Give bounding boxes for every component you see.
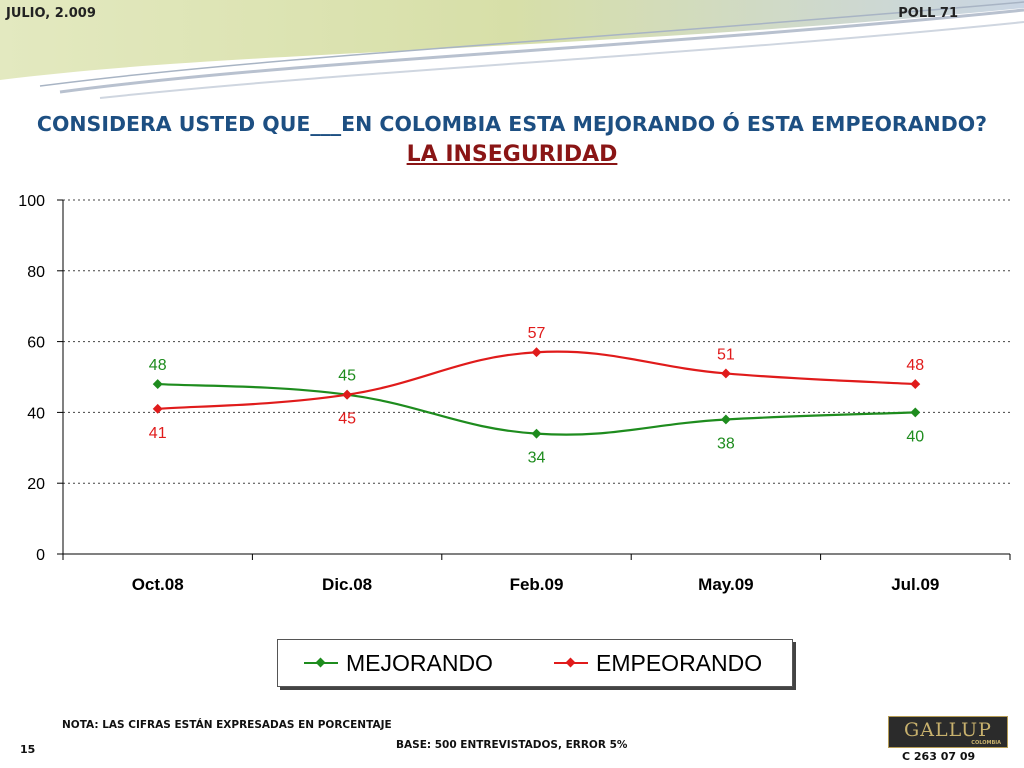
data-label: 48: [149, 357, 167, 374]
data-label: 38: [717, 435, 735, 452]
question-subject: LA INSEGURIDAD: [406, 142, 618, 167]
header-swoosh-decoration: [0, 0, 1024, 99]
document-code: C 263 07 09: [902, 750, 976, 763]
gallup-logo: GALLUP COLOMBIA: [888, 716, 1008, 748]
legend-label-mejorando: MEJORANDO: [346, 649, 493, 676]
y-tick-label: 60: [27, 335, 45, 352]
x-tick-label: Jul.09: [891, 575, 939, 594]
line-chart: 0 20 40 60 80 100 Oct.08 Dic.08 Feb.09 May.09 Jul.…: [18, 193, 1011, 594]
data-label: 45: [338, 411, 356, 428]
y-tick-label: 0: [36, 547, 45, 564]
series-line-empeorando: [157, 350, 916, 410]
data-point: [910, 407, 921, 418]
x-tick-label: Oct.08: [132, 575, 184, 594]
data-point: [531, 428, 542, 439]
legend-item-mejorando: MEJORANDO: [304, 640, 493, 686]
data-label: 48: [906, 357, 924, 374]
footnote: NOTA: LAS CIFRAS ESTÁN EXPRESADAS EN POR…: [62, 719, 392, 731]
x-tick-label: Dic.08: [322, 575, 372, 594]
legend-key-mejorando: [304, 657, 338, 669]
legend-key-empeorando: [554, 657, 588, 669]
data-point: [720, 414, 731, 425]
data-label: 45: [338, 368, 356, 385]
chart-legend: MEJORANDO EMPEORANDO: [277, 639, 793, 687]
page-number: 15: [20, 743, 36, 756]
data-label: 34: [528, 450, 546, 467]
data-point: [531, 347, 542, 358]
data-point: [342, 389, 353, 400]
data-point: [720, 368, 731, 379]
data-point: [152, 403, 163, 414]
logo-wordmark: GALLUP: [904, 719, 992, 741]
question-title: CONSIDERA USTED QUE___EN COLOMBIA ESTA M…: [36, 112, 988, 136]
data-label: 40: [906, 428, 924, 445]
sample-base: BASE: 500 ENTREVISTADOS, ERROR 5%: [396, 739, 628, 751]
y-tick-label: 100: [18, 193, 45, 210]
data-point: [910, 379, 921, 390]
x-tick-label: Feb.09: [510, 575, 564, 594]
y-tick-label: 20: [27, 476, 45, 493]
series-line-mejorando: [157, 382, 916, 436]
data-label: 51: [717, 346, 735, 363]
poll-label: POLL 71: [898, 6, 958, 21]
data-point: [152, 379, 163, 390]
header-date: JULIO, 2.009: [6, 6, 96, 21]
y-tick-label: 80: [27, 264, 45, 281]
x-tick-label: May.09: [698, 575, 753, 594]
data-label: 57: [528, 325, 546, 342]
y-tick-label: 40: [27, 405, 45, 422]
legend-item-empeorando: EMPEORANDO: [554, 640, 762, 686]
logo-subtext: COLOMBIA: [971, 740, 1001, 746]
legend-label-empeorando: EMPEORANDO: [596, 649, 763, 676]
data-label: 41: [149, 425, 167, 442]
